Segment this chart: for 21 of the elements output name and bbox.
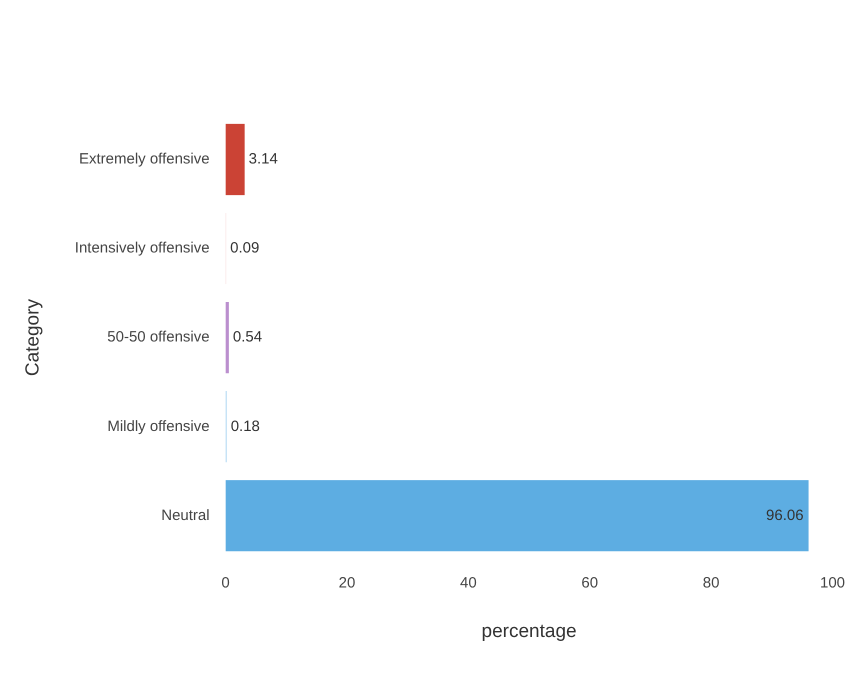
y-tick-label: Neutral: [161, 506, 210, 524]
bar: [226, 480, 809, 552]
y-tick-label: Extremely offensive: [78, 150, 210, 168]
y-axis-title: Category: [22, 298, 44, 376]
y-tick-label: Intensively offensive: [74, 240, 210, 257]
x-tick-label: 40: [460, 574, 477, 592]
x-tick-label: 20: [338, 574, 356, 592]
y-tick-label: 50-50 offensive: [107, 328, 210, 346]
bar: [226, 302, 229, 374]
x-axis-title: percentage: [482, 620, 577, 642]
data-label: 96.06: [766, 506, 804, 524]
x-tick-label: 80: [702, 574, 720, 592]
x-tick-label: 0: [221, 574, 230, 592]
y-tick-label: Mildly offensive: [107, 418, 210, 435]
data-label: 3.14: [248, 150, 278, 168]
data-label: 0.09: [230, 240, 260, 257]
data-label: 0.54: [232, 328, 262, 346]
x-tick-label: 60: [581, 574, 598, 592]
bar: [226, 124, 245, 196]
x-tick-label: 100: [820, 574, 845, 592]
data-label: 0.18: [230, 418, 260, 435]
